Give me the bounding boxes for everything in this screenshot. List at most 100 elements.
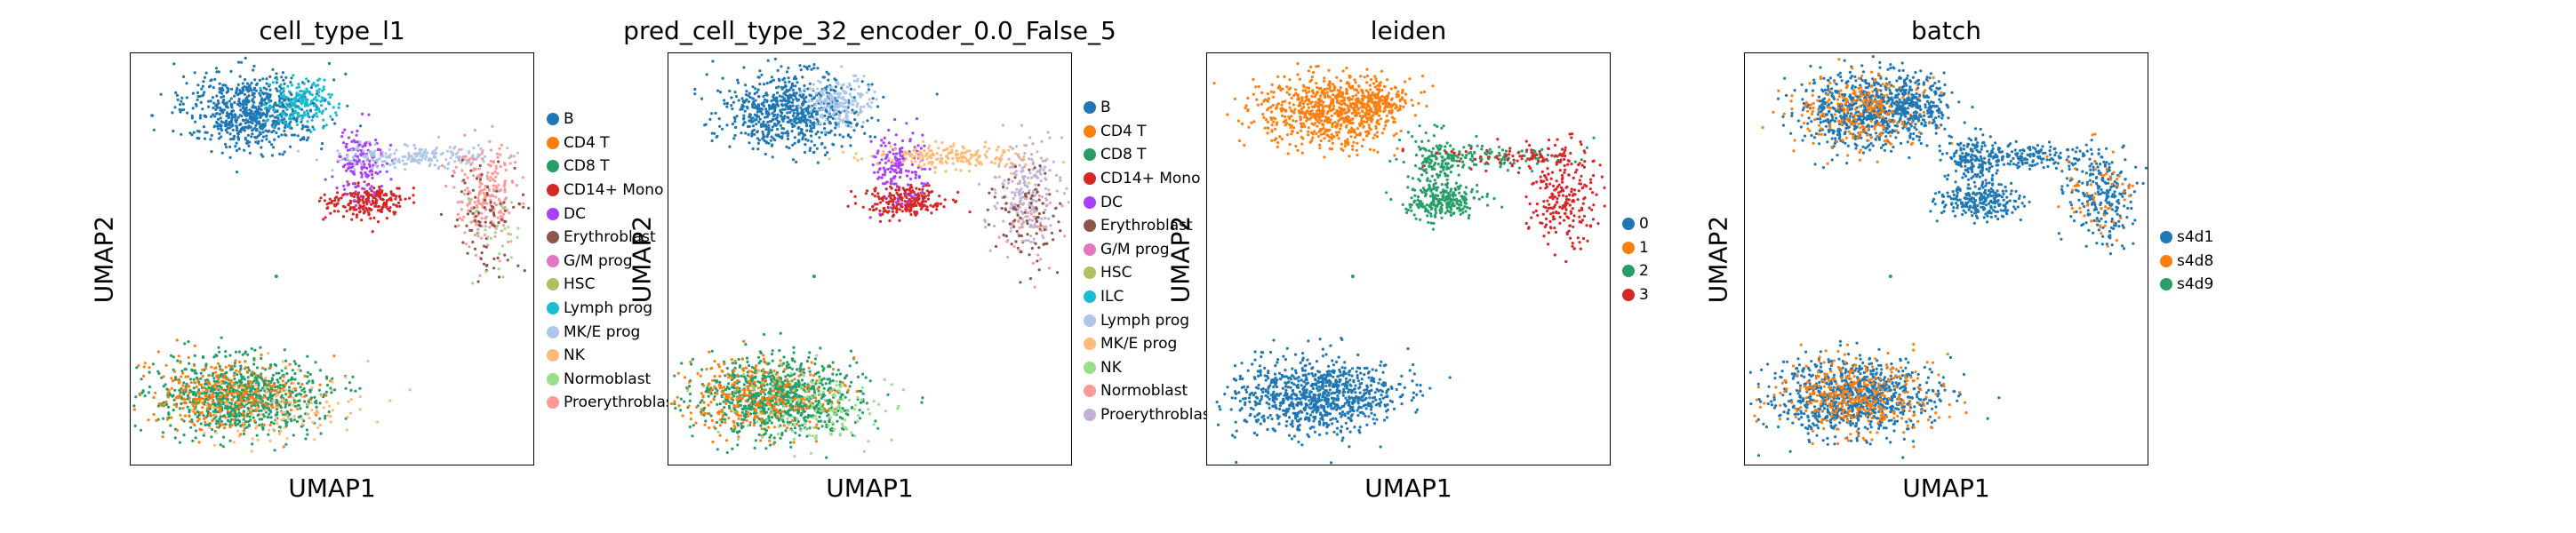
- scatter-point: [226, 90, 229, 93]
- scatter-point: [490, 194, 493, 197]
- scatter-point: [837, 121, 841, 124]
- legend-label: G/M prog: [564, 251, 633, 270]
- scatter-point: [762, 409, 765, 412]
- scatter-point: [341, 131, 345, 134]
- scatter-point: [292, 115, 295, 118]
- scatter-point: [715, 391, 718, 394]
- scatter-point: [229, 97, 233, 100]
- legend-marker: [547, 207, 559, 220]
- scatter-point: [244, 141, 249, 145]
- scatter-point: [242, 411, 245, 416]
- scatter-point: [239, 395, 243, 400]
- scatter-point: [306, 104, 309, 107]
- scatter-point: [382, 164, 386, 168]
- scatter-point: [311, 125, 315, 129]
- scatter-point: [261, 426, 265, 430]
- scatter-point: [332, 210, 336, 213]
- scatter-point: [765, 115, 769, 119]
- scatter-point: [267, 97, 270, 100]
- scatter-point: [837, 91, 841, 95]
- scatter-point: [486, 186, 490, 189]
- scatter-point: [235, 88, 238, 92]
- scatter-point: [235, 408, 238, 411]
- scatter-point: [497, 183, 500, 187]
- scatter-point: [467, 209, 470, 212]
- scatter-point: [239, 108, 243, 112]
- scatter-point: [718, 380, 722, 384]
- scatter-point: [799, 68, 803, 72]
- scatter-point: [306, 433, 309, 436]
- scatter-point: [412, 143, 416, 147]
- scatter-point: [392, 157, 396, 162]
- scatter-point: [264, 107, 268, 110]
- scatter-point: [840, 145, 844, 148]
- scatter-point: [710, 139, 714, 143]
- scatter-point: [401, 159, 404, 163]
- scatter-point: [267, 109, 270, 113]
- legend-marker: [547, 396, 559, 410]
- scatter-point: [401, 155, 404, 158]
- scatter-point: [821, 76, 825, 79]
- scatter-point: [218, 82, 221, 85]
- scatter-point: [748, 113, 752, 116]
- scatter-point: [284, 393, 288, 396]
- scatter-point: [780, 385, 784, 389]
- scatter-point: [234, 359, 237, 362]
- scatter-point: [372, 191, 376, 195]
- scatter-point: [393, 212, 396, 216]
- scatter-point: [262, 103, 266, 107]
- scatter-point: [242, 128, 245, 131]
- scatter-point: [345, 210, 348, 213]
- scatter-point: [466, 187, 469, 190]
- scatter-point: [211, 393, 214, 396]
- scatter-point: [801, 76, 804, 79]
- scatter-point: [752, 393, 756, 396]
- scatter-point: [506, 259, 509, 262]
- scatter-point: [769, 443, 772, 447]
- scatter-point: [807, 65, 811, 68]
- scatter-point: [203, 431, 206, 435]
- scatter-point: [356, 157, 359, 161]
- scatter-point: [804, 95, 808, 99]
- scatter-point: [284, 96, 288, 99]
- scatter-point: [212, 113, 215, 116]
- scatter-point: [795, 122, 798, 125]
- scatter-point: [782, 76, 786, 80]
- scatter-point: [779, 436, 782, 440]
- scatter-point: [283, 129, 286, 132]
- scatter-point: [798, 131, 802, 135]
- scatter-point: [216, 124, 220, 128]
- scatter-point: [196, 378, 200, 382]
- scatter-point: [744, 93, 748, 97]
- scatter-point: [259, 94, 262, 98]
- scatter-point: [476, 199, 481, 203]
- scatter-point: [801, 405, 804, 409]
- scatter-point: [723, 412, 726, 416]
- scatter-point: [740, 418, 744, 421]
- scatter-point: [229, 138, 233, 141]
- scatter-point: [359, 148, 363, 152]
- scatter-point: [279, 87, 284, 91]
- scatter-point: [343, 128, 347, 131]
- scatter-point: [876, 105, 880, 108]
- scatter-point: [301, 123, 305, 127]
- scatter-point: [276, 394, 280, 397]
- scatter-point: [275, 131, 278, 135]
- scatter-point: [238, 75, 242, 78]
- scatter-point: [265, 94, 269, 99]
- scatter-point: [330, 391, 333, 394]
- scatter-point: [788, 80, 791, 84]
- scatter-point: [395, 195, 398, 198]
- scatter-point: [503, 180, 507, 185]
- scatter-point: [219, 443, 222, 447]
- scatter-point: [790, 367, 794, 370]
- scatter-point: [870, 83, 874, 86]
- scatter-point: [496, 171, 500, 175]
- scatter-point: [251, 122, 254, 125]
- scatter-point: [245, 426, 249, 429]
- scatter-point: [307, 402, 310, 406]
- scatter-point: [236, 138, 241, 141]
- scatter-point: [282, 96, 286, 99]
- scatter-point: [248, 401, 252, 404]
- scatter-point: [842, 95, 845, 99]
